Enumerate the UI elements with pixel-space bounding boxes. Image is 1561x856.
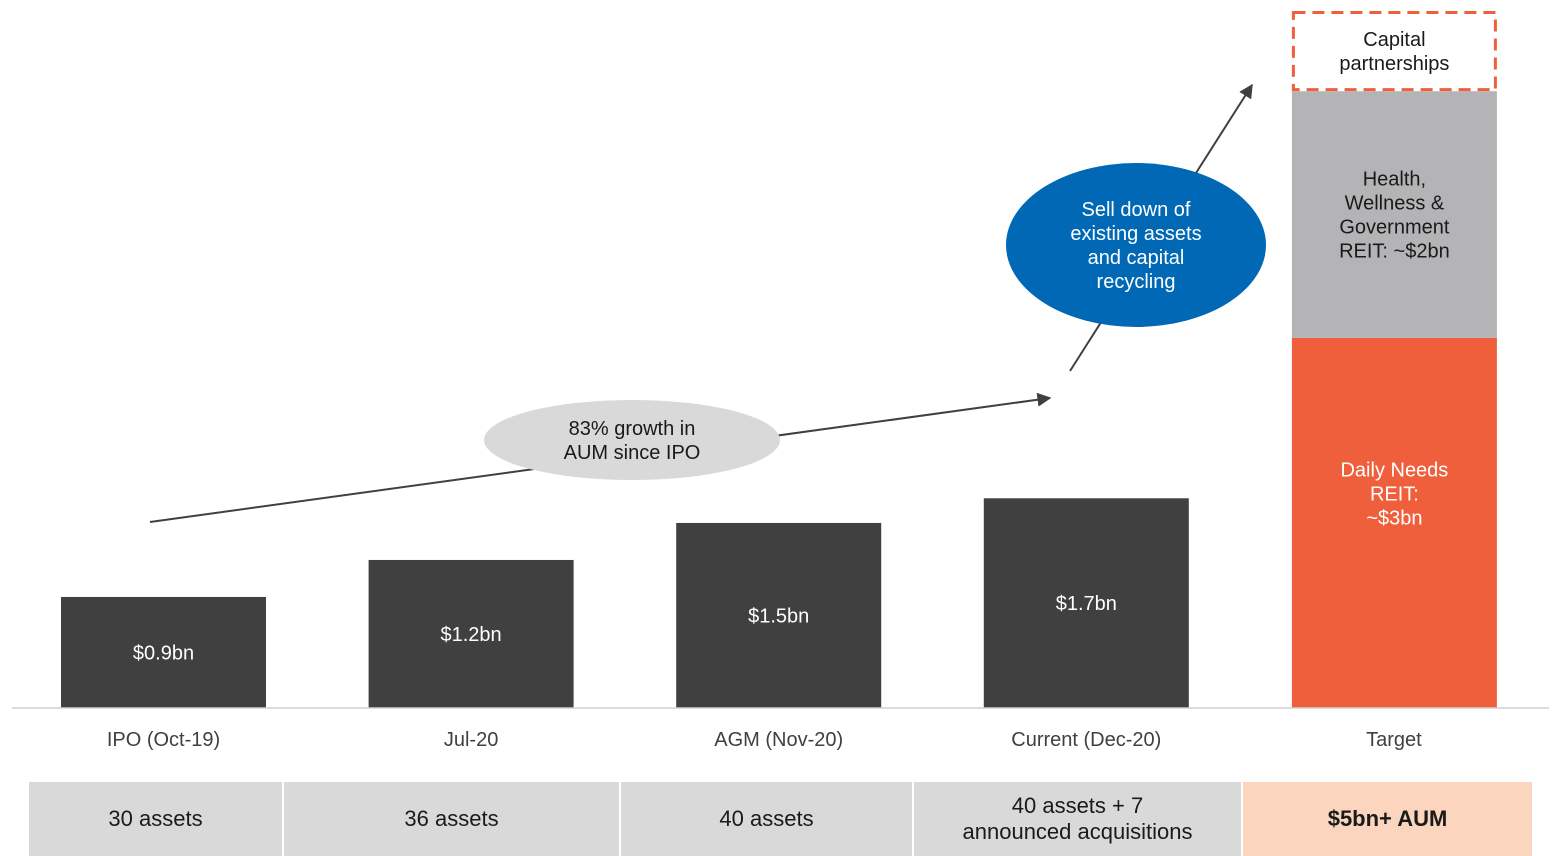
bar-2	[368, 559, 574, 708]
table-cell-4: 40 assets + 7 announced acquisitions	[914, 782, 1243, 856]
bar-4	[983, 498, 1189, 708]
growth-annotation: 83% growth in AUM since IPO	[564, 418, 701, 464]
x-tick-label: Jul-20	[444, 729, 498, 751]
x-tick-label: Target	[1366, 729, 1422, 751]
selldown-annotation: Sell down of existing assets and capital re…	[1070, 199, 1201, 293]
target-segment-label: Capital partnerships	[1339, 29, 1449, 75]
bar-value-label: $1.5bn	[748, 605, 809, 627]
table-cell-3: 40 assets	[621, 782, 914, 856]
bar-value-label: $1.7bn	[1056, 593, 1117, 615]
bar-value-label: $1.2bn	[441, 624, 502, 646]
selldown-bubble	[1006, 163, 1266, 327]
x-tick-label: Current (Dec-20)	[1011, 729, 1161, 751]
target-segment-1	[1291, 337, 1497, 708]
bar-1	[61, 596, 266, 708]
bar-value-label: $0.9bn	[133, 642, 194, 664]
target-segment-2	[1291, 91, 1497, 338]
table-cell-1: 30 assets	[29, 782, 284, 856]
bar-3	[676, 522, 882, 708]
table-cell-2: 36 assets	[284, 782, 621, 856]
target-segment-label: Health, Wellness & Government REIT: ~$2bn	[1339, 169, 1450, 263]
growth-bubble	[484, 400, 780, 480]
summary-table: 30 assets 36 assets 40 assets 40 assets + 7…	[29, 782, 1532, 856]
x-tick-label: IPO (Oct-19)	[107, 729, 220, 751]
target-segment-3	[1291, 11, 1497, 92]
aum-growth-chart: $0.9bn $1.2bn $1.5bn $1.7bn Daily Needs REIT…	[12, 11, 1549, 751]
x-tick-label: AGM (Nov-20)	[714, 729, 843, 751]
table-cell-5: $5bn+ AUM	[1243, 782, 1532, 856]
target-segment-label: Daily Needs REIT: ~$3bn	[1340, 459, 1448, 529]
